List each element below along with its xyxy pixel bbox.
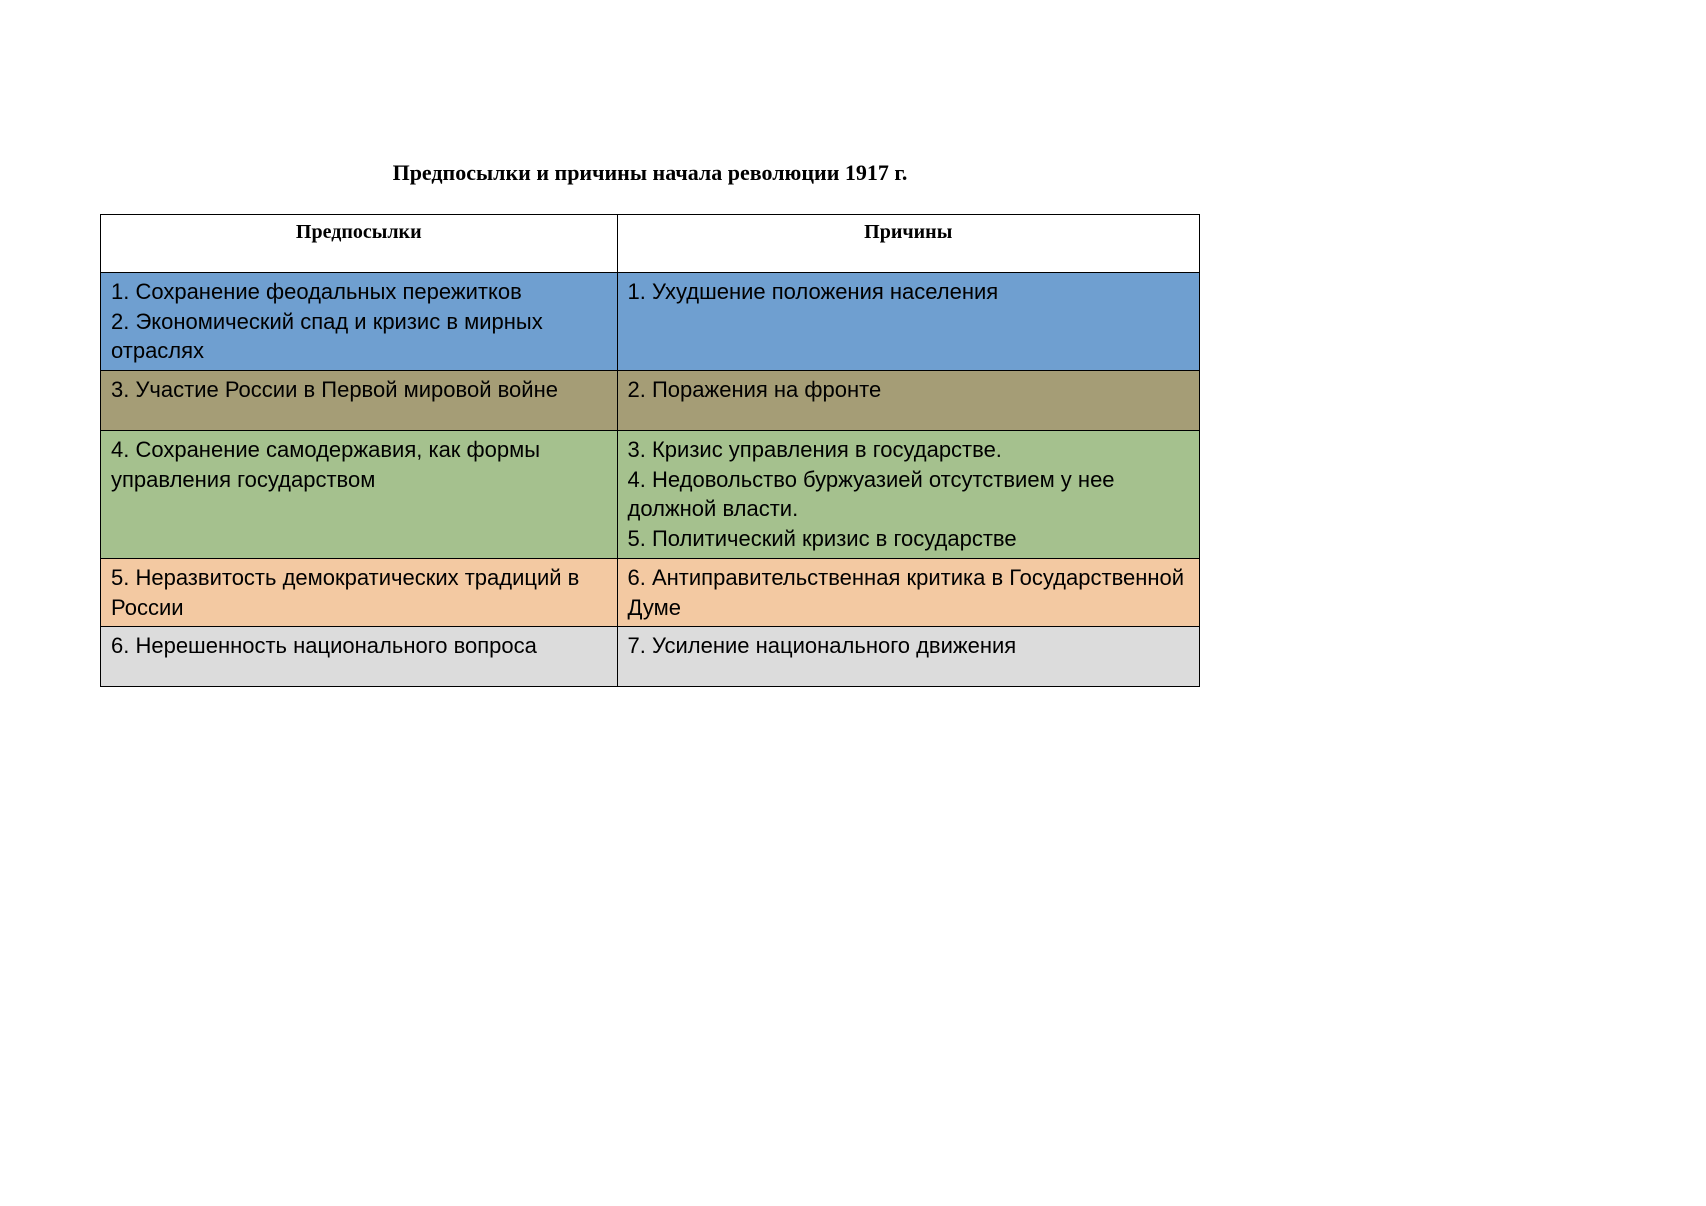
table-row: 4. Сохранение самодержавия, как формы уп… <box>101 431 1200 559</box>
cell-precondition: 3. Участие России в Первой мировой войне <box>101 371 618 431</box>
table-row: 6. Нерешенность национального вопроса7. … <box>101 627 1200 687</box>
cell-precondition: 4. Сохранение самодержавия, как формы уп… <box>101 431 618 559</box>
col-header-causes: Причины <box>617 215 1199 273</box>
cell-cause: 7. Усиление национального движения <box>617 627 1199 687</box>
table-row: 5. Неразвитость демократических традиций… <box>101 558 1200 626</box>
cell-precondition: 1. Сохранение феодальных пережитков2. Эк… <box>101 273 618 371</box>
cell-precondition: 6. Нерешенность национального вопроса <box>101 627 618 687</box>
cell-cause: 2. Поражения на фронте <box>617 371 1199 431</box>
cell-cause: 1. Ухудшение положения населения <box>617 273 1199 371</box>
table-header-row: Предпосылки Причины <box>101 215 1200 273</box>
cell-cause: 3. Кризис управления в государстве.4. Не… <box>617 431 1199 559</box>
document-page: Предпосылки и причины начала революции 1… <box>100 160 1200 687</box>
table-row: 3. Участие России в Первой мировой войне… <box>101 371 1200 431</box>
table-body: 1. Сохранение феодальных пережитков2. Эк… <box>101 273 1200 687</box>
col-header-preconditions: Предпосылки <box>101 215 618 273</box>
cell-precondition: 5. Неразвитость демократических традиций… <box>101 558 618 626</box>
page-title: Предпосылки и причины начала революции 1… <box>100 160 1200 186</box>
cell-cause: 6. Антиправительственная критика в Госуд… <box>617 558 1199 626</box>
table-row: 1. Сохранение феодальных пережитков2. Эк… <box>101 273 1200 371</box>
revolution-table: Предпосылки Причины 1. Сохранение феодал… <box>100 214 1200 687</box>
